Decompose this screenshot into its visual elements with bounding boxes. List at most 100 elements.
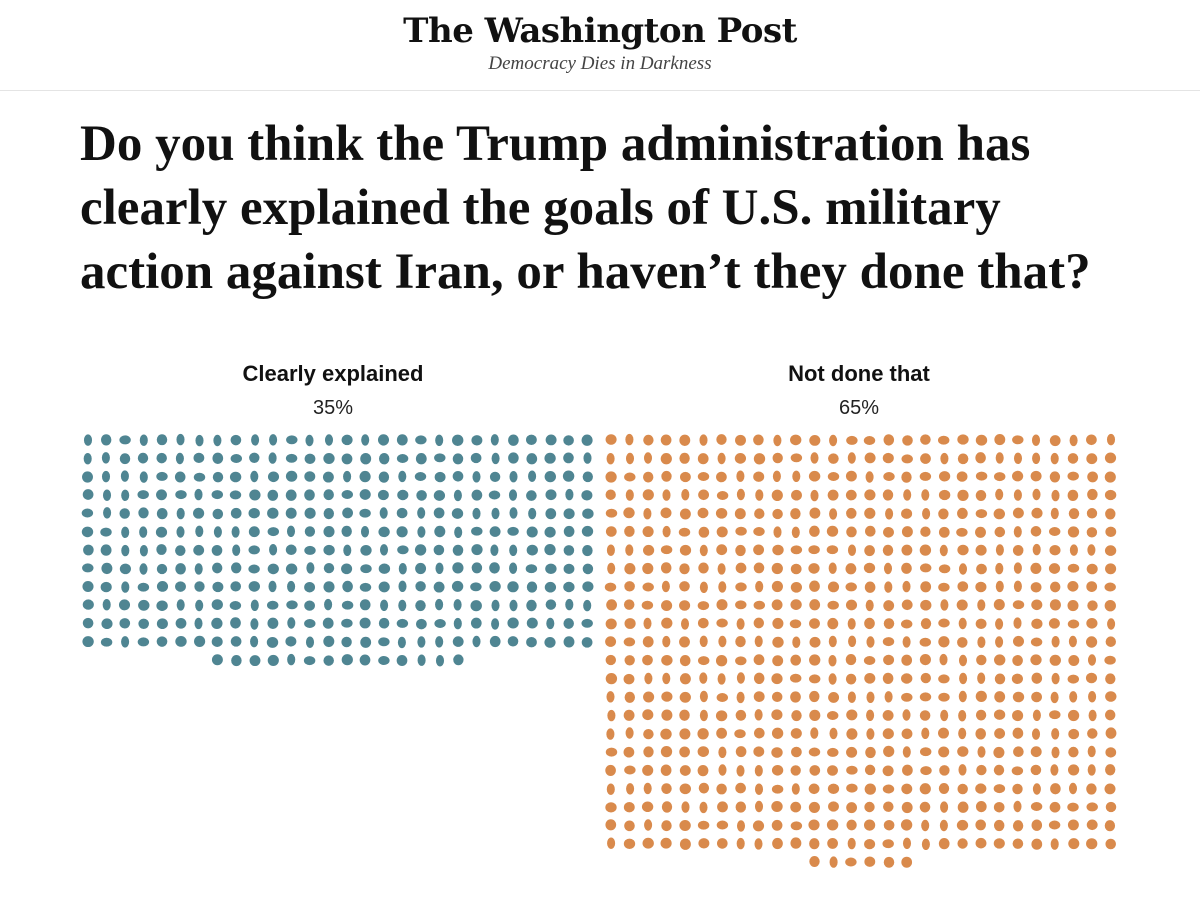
dot	[156, 507, 168, 520]
dot	[323, 452, 335, 465]
dot	[920, 581, 932, 593]
dot	[625, 452, 635, 465]
dot	[563, 452, 574, 464]
dot	[790, 563, 802, 575]
dot	[845, 582, 857, 592]
dot	[977, 636, 986, 648]
dot	[213, 526, 222, 538]
dot	[267, 654, 279, 666]
dot	[156, 544, 167, 555]
dot	[994, 691, 1006, 703]
dot	[846, 507, 857, 519]
dot	[605, 618, 617, 630]
dot	[716, 693, 729, 702]
dot	[957, 838, 968, 849]
dot	[1011, 673, 1023, 685]
dot	[975, 837, 987, 849]
dot	[993, 472, 1006, 482]
dot	[379, 544, 389, 556]
dot	[434, 471, 446, 483]
dot	[267, 563, 279, 575]
dot	[211, 654, 223, 666]
dot	[175, 581, 186, 592]
dot	[1067, 674, 1080, 684]
dot	[865, 599, 874, 612]
dot	[1087, 764, 1096, 776]
dot	[83, 434, 93, 446]
dot	[546, 617, 555, 630]
dot	[489, 635, 501, 648]
dot	[679, 636, 690, 648]
dot	[1032, 709, 1041, 722]
dot	[716, 783, 727, 795]
dot	[119, 435, 131, 445]
dot	[434, 453, 446, 463]
dot	[451, 580, 464, 592]
dot	[940, 801, 949, 813]
dot	[323, 562, 335, 574]
dot	[1030, 764, 1042, 776]
dot	[83, 452, 92, 465]
dot	[754, 838, 763, 850]
dot	[582, 508, 594, 519]
dot	[454, 526, 463, 539]
dot	[581, 637, 593, 648]
dot	[489, 562, 500, 574]
dot	[435, 598, 444, 611]
dot	[624, 765, 636, 775]
dot	[938, 674, 950, 684]
dot	[771, 489, 783, 501]
dot	[305, 434, 314, 447]
dot	[736, 618, 745, 630]
dot	[827, 489, 839, 501]
dot	[846, 709, 858, 721]
dot	[82, 636, 94, 648]
dot	[470, 617, 482, 629]
dot	[545, 489, 557, 501]
dot	[975, 801, 987, 813]
dot	[563, 581, 575, 593]
dot	[379, 453, 390, 465]
dot	[716, 434, 727, 445]
dot	[398, 580, 407, 593]
dot	[1104, 489, 1117, 501]
dot	[304, 453, 316, 465]
dot	[1105, 563, 1117, 575]
dot	[864, 581, 876, 593]
dot	[828, 654, 837, 667]
dot	[138, 618, 149, 629]
dot	[716, 526, 728, 538]
dot	[452, 471, 464, 482]
dot	[623, 673, 635, 685]
dot	[120, 470, 129, 482]
dot	[754, 783, 764, 795]
dot	[808, 545, 820, 555]
dot	[882, 728, 894, 740]
dot	[902, 764, 913, 776]
dot	[1104, 709, 1116, 721]
dot	[975, 471, 988, 481]
dot	[509, 562, 518, 574]
dot	[940, 599, 949, 611]
dot	[360, 452, 372, 465]
dot	[232, 544, 241, 556]
dot	[735, 526, 747, 536]
dot	[323, 525, 335, 538]
group-value-clearly-explained: 35%	[312, 397, 354, 419]
dot	[1068, 508, 1080, 520]
dot	[605, 672, 618, 685]
dot	[452, 562, 464, 574]
dot	[360, 525, 370, 538]
dot	[642, 636, 654, 648]
dot	[341, 525, 352, 537]
dot	[643, 544, 655, 556]
dot	[471, 544, 483, 556]
dot	[809, 507, 821, 519]
dot	[753, 691, 765, 702]
dot	[605, 508, 618, 518]
dot	[938, 582, 950, 592]
dot	[975, 544, 987, 556]
dot	[846, 526, 857, 538]
dot	[212, 581, 224, 593]
dot	[792, 636, 801, 648]
